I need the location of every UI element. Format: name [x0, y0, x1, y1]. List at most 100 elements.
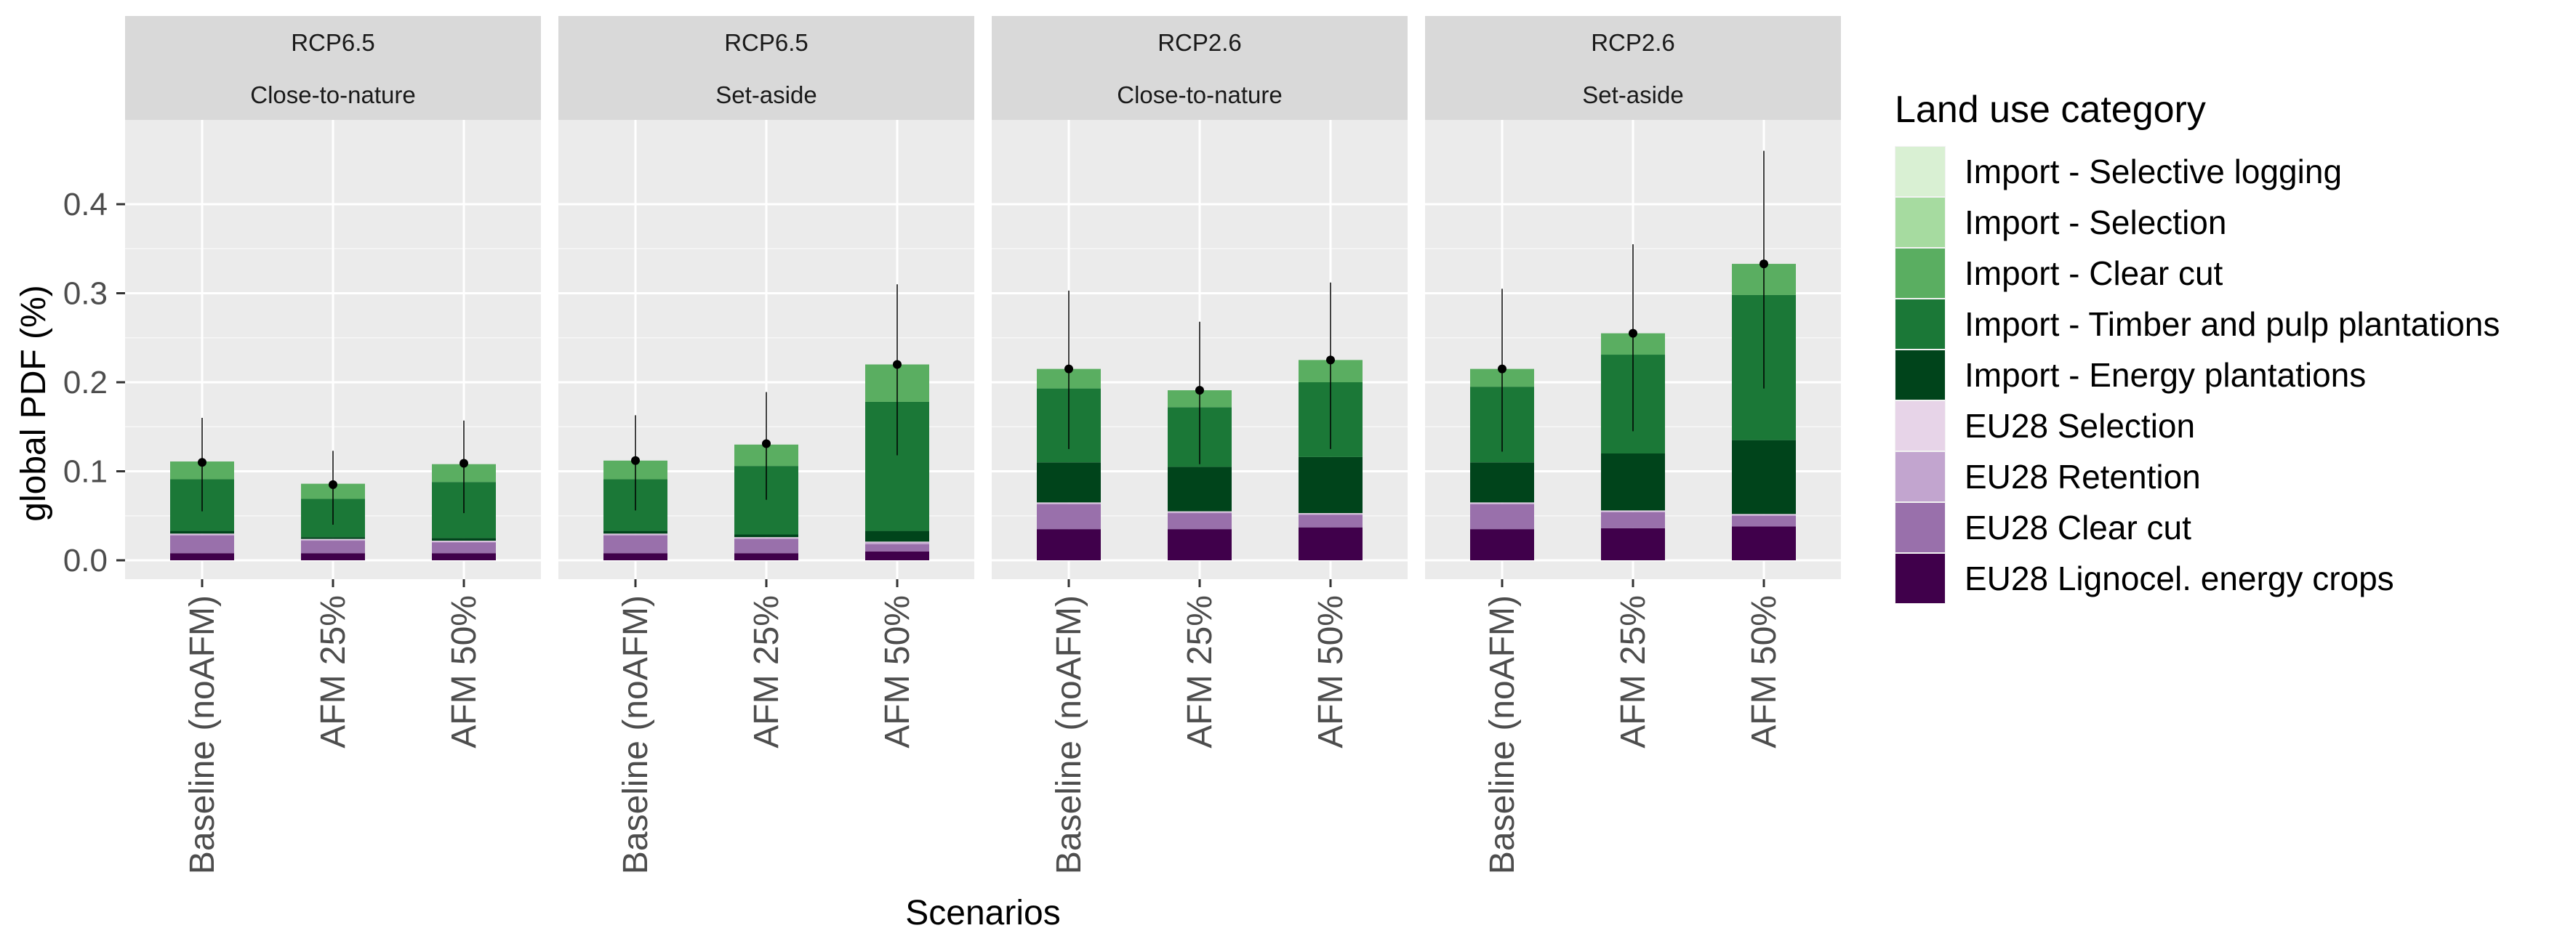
- y-axis: 0.0 0.1 0.2 0.3 0.4: [63, 187, 125, 578]
- bar-segment: [734, 538, 798, 554]
- mean-point: [762, 439, 771, 448]
- bar-segment: [1601, 510, 1665, 512]
- x-tick-label: Baseline (noAFM): [1483, 595, 1522, 874]
- bar-segment: [1037, 502, 1101, 504]
- legend: Land use category Import - Selective log…: [1895, 89, 2500, 604]
- legend-key: [1895, 350, 1945, 400]
- bar-segment: [301, 541, 365, 554]
- bar-segment: [1168, 467, 1232, 512]
- bar-segment: [170, 534, 234, 536]
- bar-segment: [170, 553, 234, 560]
- legend-key: [1895, 503, 1945, 552]
- facet-strip: [992, 16, 1408, 120]
- facet-panel: RCP6.5 Set-aside Baseline (noAFM) AFM 25% AF…: [558, 16, 974, 874]
- x-tick-label: AFM 50%: [445, 595, 483, 749]
- bar-segment: [301, 538, 365, 540]
- x-tick-label: AFM 25%: [747, 595, 786, 749]
- facet-strip-management: Close-to-nature: [250, 81, 415, 108]
- mean-point: [1326, 355, 1335, 365]
- mean-point: [1629, 328, 1637, 338]
- facet-panel: RCP2.6 Set-aside Baseline (noAFM) AFM 25% AF…: [1425, 16, 1841, 874]
- mean-point: [460, 459, 468, 468]
- x-tick-label: AFM 25%: [1181, 595, 1219, 749]
- bar-segment: [603, 533, 667, 535]
- mean-point: [1195, 386, 1204, 395]
- y-tick-label: 0.2: [63, 365, 108, 400]
- bar-segment: [1299, 513, 1363, 515]
- legend-label: EU28 Retention: [1965, 458, 2201, 496]
- facet-strip-scenario: RCP6.5: [291, 29, 375, 56]
- bar-segment: [170, 533, 234, 535]
- facet-strip-management: Close-to-nature: [1117, 81, 1282, 108]
- x-tick-label: Baseline (noAFM): [617, 595, 655, 874]
- bar-segment: [1168, 512, 1232, 514]
- legend-label: EU28 Clear cut: [1965, 509, 2191, 546]
- bar-segment: [1601, 528, 1665, 560]
- mean-point: [198, 458, 206, 467]
- bar-segment: [170, 531, 234, 534]
- facet-strip-scenario: RCP6.5: [724, 29, 808, 56]
- legend-label: Import - Energy plantations: [1965, 356, 2366, 394]
- bar-segment: [603, 534, 667, 536]
- bar-segment: [432, 542, 496, 554]
- legend-key: [1895, 147, 1945, 196]
- bar-segment: [1299, 515, 1363, 528]
- bar-segment: [1732, 515, 1796, 527]
- facet-strip-scenario: RCP2.6: [1591, 29, 1675, 56]
- bar-segment: [1732, 515, 1796, 516]
- mean-point: [893, 360, 902, 369]
- bar-segment: [865, 541, 929, 543]
- bar-segment: [1299, 527, 1363, 560]
- bar-segment: [432, 538, 496, 541]
- legend-key: [1895, 198, 1945, 247]
- legend-key: [1895, 452, 1945, 501]
- bar-segment: [865, 544, 929, 552]
- x-tick-label: AFM 50%: [1745, 595, 1783, 749]
- mean-point: [1498, 364, 1506, 374]
- legend-label: EU28 Selection: [1965, 407, 2195, 445]
- bar-segment: [1732, 514, 1796, 515]
- bar-segment: [1037, 529, 1101, 560]
- bar-segment: [301, 553, 365, 560]
- bar-segment: [603, 535, 667, 554]
- x-tick-label: AFM 50%: [1312, 595, 1350, 749]
- legend-key: [1895, 249, 1945, 298]
- facet-strip: [125, 16, 541, 120]
- legend-label: Import - Clear cut: [1965, 254, 2223, 292]
- bar-segment: [1037, 504, 1101, 530]
- bar-segment: [301, 539, 365, 541]
- bar-segment: [603, 531, 667, 534]
- y-tick-label: 0.0: [63, 543, 108, 578]
- x-tick-label: AFM 50%: [878, 595, 917, 749]
- bar-segment: [1299, 456, 1363, 514]
- mean-point: [329, 480, 337, 489]
- y-tick-label: 0.3: [63, 276, 108, 312]
- facet-strip: [558, 16, 974, 120]
- mean-point: [1760, 259, 1768, 269]
- bar-segment: [1732, 440, 1796, 515]
- x-tick-label: AFM 25%: [314, 595, 353, 749]
- facet-strip-management: Set-aside: [715, 81, 816, 108]
- legend-key: [1895, 401, 1945, 451]
- facet-panel: RCP6.5 Close-to-nature Baseline (noAFM) AFM…: [125, 16, 541, 874]
- y-axis-title: global PDF (%): [15, 285, 53, 521]
- facet-strip-management: Set-aside: [1582, 81, 1683, 108]
- bar-segment: [734, 534, 798, 538]
- bar-segment: [865, 542, 929, 544]
- legend-title: Land use category: [1895, 89, 2206, 131]
- bar-segment: [432, 553, 496, 560]
- mean-point: [1064, 364, 1073, 374]
- bar-segment: [1470, 529, 1534, 560]
- x-tick-label: Baseline (noAFM): [183, 595, 222, 874]
- bar-segment: [1601, 453, 1665, 511]
- bar-segment: [301, 537, 365, 539]
- y-tick-label: 0.4: [63, 187, 108, 222]
- panels: RCP6.5 Close-to-nature Baseline (noAFM) AFM…: [125, 16, 1841, 874]
- legend-label: EU28 Lignocel. energy crops: [1965, 560, 2394, 597]
- bar-segment: [1470, 504, 1534, 530]
- legend-label: Import - Selection: [1965, 203, 2226, 241]
- x-tick-label: AFM 25%: [1614, 595, 1653, 749]
- bar-segment: [865, 551, 929, 560]
- facet-strip-scenario: RCP2.6: [1157, 29, 1242, 56]
- legend-key: [1895, 554, 1945, 603]
